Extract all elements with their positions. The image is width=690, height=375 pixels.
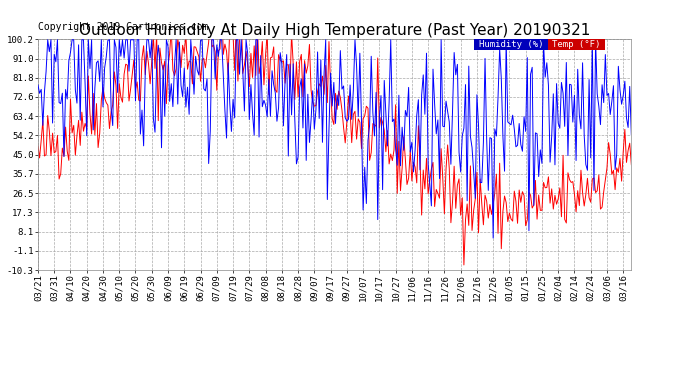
Text: Humidity (%): Humidity (%): [479, 40, 544, 49]
Text: Copyright 2019 Cartronics.com: Copyright 2019 Cartronics.com: [38, 22, 208, 32]
Title: Outdoor Humidity At Daily High Temperature (Past Year) 20190321: Outdoor Humidity At Daily High Temperatu…: [79, 23, 591, 38]
Text: Temp (°F): Temp (°F): [552, 40, 601, 49]
FancyBboxPatch shape: [549, 39, 604, 50]
FancyBboxPatch shape: [474, 39, 549, 50]
